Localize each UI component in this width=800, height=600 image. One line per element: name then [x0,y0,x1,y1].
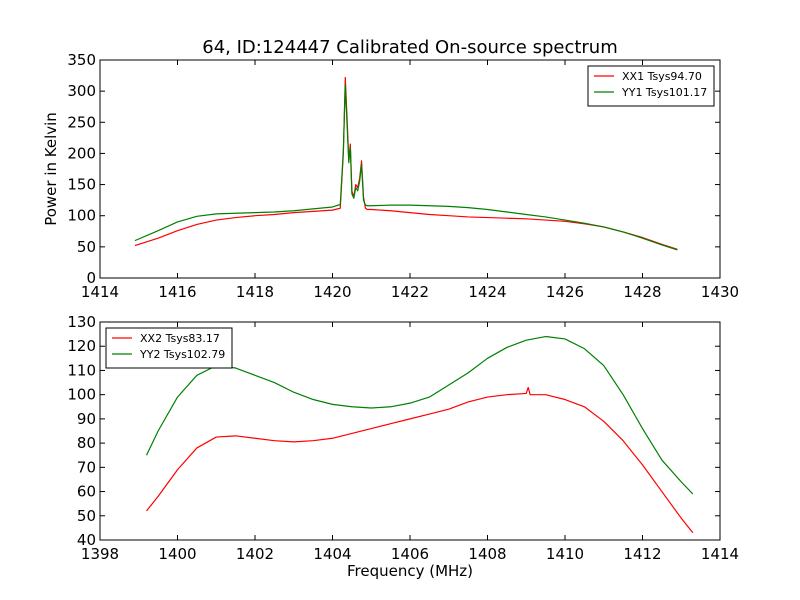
top-series-line-1 [134,84,678,251]
top-legend: XX1 Tsys94.70 YY1 Tsys101.17 [587,65,715,107]
top-x-tick-label: 1424 [468,283,506,301]
top-y-tick-label: 0 [86,269,96,287]
top-ticks: 1414 1416 1418 1420 1422 1424 1426 1428 1430 0 50 1… [67,51,739,301]
top-plot-lines [134,76,678,251]
bottom-y-tick-label: 70 [77,458,96,476]
bottom-x-tick-label: 1402 [236,545,274,563]
bottom-x-tick-label: 1406 [391,545,429,563]
top-x-tick-label: 1426 [546,283,584,301]
bottom-x-tick-label: 1412 [623,545,661,563]
top-x-tick-label: 1422 [391,283,429,301]
top-legend-label-0: XX1 Tsys94.70 [622,70,702,83]
bottom-legend-label-1: YY2 Tsys102.79 [139,348,225,361]
top-y-tick-label: 250 [67,113,96,131]
top-y-tick-label: 300 [67,82,96,100]
bottom-y-tick-label: 90 [77,410,96,428]
top-x-tick-label: 1420 [313,283,351,301]
top-y-axis-label: Power in Kelvin [42,112,60,226]
bottom-legend-label-0: XX2 Tsys83.17 [140,332,220,345]
bottom-series-line-0 [146,386,694,534]
bottom-x-tick-label: 1398 [81,545,119,563]
top-y-tick-label: 200 [67,144,96,162]
top-x-tick-label: 1418 [236,283,274,301]
figure-title: 64, ID:124447 Calibrated On-source spect… [202,37,618,58]
bottom-x-tick-label: 1404 [313,545,351,563]
bottom-y-tick-label: 110 [67,361,96,379]
top-legend-label-1: YY1 Tsys101.17 [621,86,707,99]
bottom-ticks: 1398 1400 1402 1404 1406 1408 1410 1412 1414 40 50… [67,313,739,563]
top-legend-frame [587,65,715,107]
bottom-x-tick-label: 1414 [701,545,739,563]
top-x-tick-label: 1414 [81,283,119,301]
bottom-y-tick-label: 50 [77,507,96,525]
bottom-x-tick-label: 1408 [468,545,506,563]
bottom-y-tick-label: 100 [67,386,96,404]
bottom-y-tick-label: 60 [77,483,96,501]
top-y-tick-label: 50 [77,238,96,256]
bottom-y-tick-label: 80 [77,434,96,452]
bottom-x-tick-label: 1410 [546,545,584,563]
top-y-tick-label: 150 [67,176,96,194]
bottom-y-tick-label: 120 [67,337,96,355]
bottom-legend: XX2 Tsys83.17 YY2 Tsys102.79 [105,327,233,369]
top-x-tick-label: 1428 [623,283,661,301]
top-y-tick-label: 350 [67,51,96,69]
bottom-y-tick-label: 40 [77,531,96,549]
top-chart: 1414 1416 1418 1420 1422 1424 1426 1428 1430 0 50 1… [42,51,739,301]
bottom-x-tick-label: 1400 [158,545,196,563]
bottom-y-tick-label: 130 [67,313,96,331]
top-x-tick-label: 1416 [158,283,196,301]
top-y-tick-label: 100 [67,207,96,225]
bottom-legend-frame [105,327,233,369]
top-x-tick-label: 1430 [701,283,739,301]
bottom-x-axis-label: Frequency (MHz) [347,562,473,580]
bottom-chart: 1398 1400 1402 1404 1406 1408 1410 1412 1414 40 50… [67,313,739,580]
